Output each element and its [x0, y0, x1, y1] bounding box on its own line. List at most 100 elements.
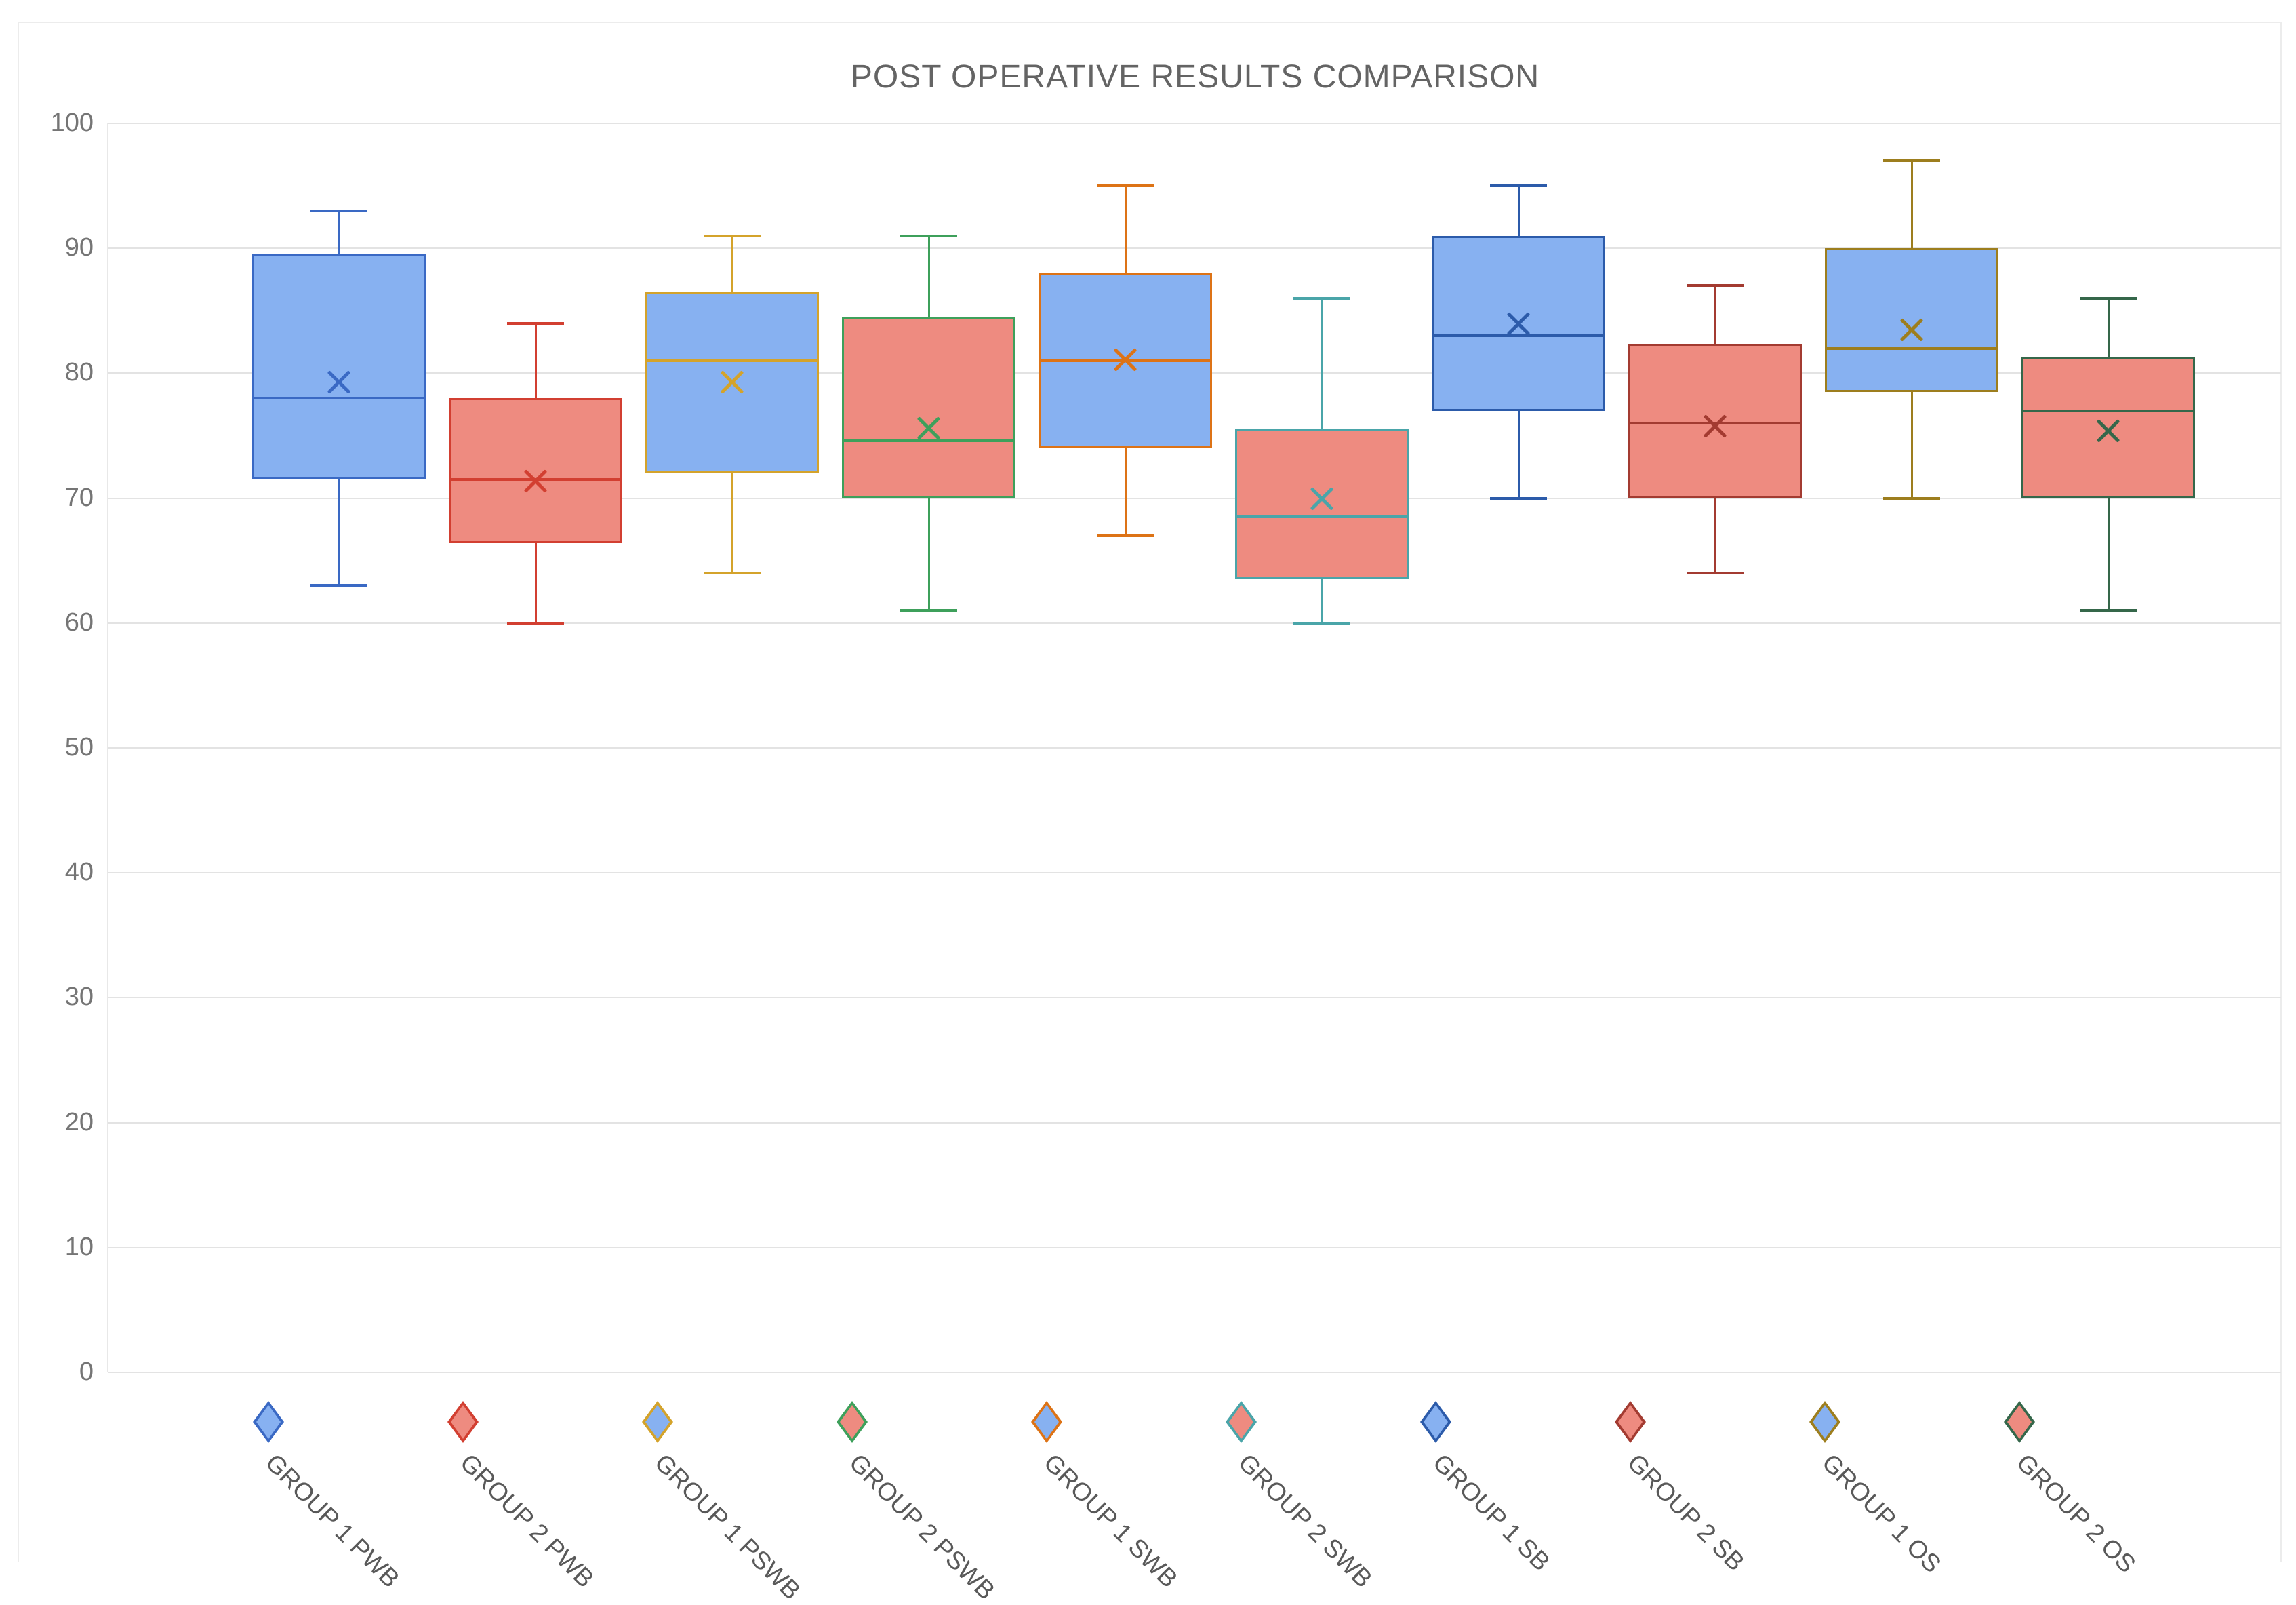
- max-whisker-cap: [1490, 184, 1547, 188]
- min-whisker-cap: [704, 572, 761, 575]
- y-tick-label-0: 0: [79, 1358, 94, 1386]
- gridline-20: [108, 1122, 2281, 1124]
- iqr-box[interactable]: [449, 398, 622, 543]
- min-whisker-cap: [2080, 609, 2137, 612]
- max-whisker-cap: [1687, 284, 1744, 288]
- min-whisker-cap: [1687, 572, 1744, 575]
- legend-diamond-icon: [253, 1401, 284, 1443]
- legend-label: GROUP 2 OS: [2011, 1448, 2141, 1579]
- gridline-90: [108, 247, 2281, 250]
- legend-diamond-fill: [451, 1405, 475, 1439]
- iqr-box[interactable]: [252, 254, 426, 479]
- legend-label: GROUP 2 SWB: [1233, 1448, 1378, 1593]
- y-tick-label-100: 100: [50, 108, 94, 137]
- y-tick-label-20: 20: [64, 1107, 94, 1136]
- iqr-box[interactable]: [1235, 429, 1409, 580]
- legend-diamond-icon: [1226, 1401, 1257, 1443]
- legend-diamond-icon: [1420, 1401, 1451, 1443]
- min-whisker-cap: [900, 609, 957, 612]
- mean-x-marker: [716, 365, 748, 398]
- median-line: [1235, 515, 1409, 519]
- lower-whisker-stem: [1517, 410, 1520, 498]
- mean-x-marker: [1502, 307, 1535, 340]
- lower-whisker-stem: [731, 473, 733, 574]
- legend-diamond-fill: [840, 1405, 864, 1439]
- legend-diamond-icon: [1809, 1401, 1840, 1443]
- legend-label: GROUP 2 PSWB: [844, 1448, 1001, 1605]
- iqr-box[interactable]: [1628, 344, 1802, 498]
- legend-label: GROUP 1 SB: [1428, 1448, 1556, 1577]
- lower-whisker-stem: [534, 542, 537, 623]
- upper-whisker-stem: [2107, 298, 2110, 357]
- min-whisker-cap: [1883, 496, 1940, 500]
- lower-whisker-stem: [2107, 498, 2110, 611]
- mean-x-marker: [1306, 482, 1338, 515]
- mean-x-marker: [323, 365, 355, 398]
- iqr-box[interactable]: [1825, 248, 1998, 393]
- max-whisker-cap: [1293, 296, 1350, 300]
- y-tick-label-60: 60: [64, 608, 94, 637]
- max-whisker-cap: [1883, 159, 1940, 163]
- upper-whisker-stem: [1910, 161, 1913, 249]
- y-tick-label-90: 90: [64, 233, 94, 262]
- min-whisker-cap: [1490, 496, 1547, 500]
- y-tick-label-70: 70: [64, 483, 94, 512]
- gridline-60: [108, 622, 2281, 624]
- y-tick-label-40: 40: [64, 858, 94, 887]
- lower-whisker-stem: [1910, 392, 1913, 498]
- y-tick-label-50: 50: [64, 733, 94, 761]
- min-whisker-cap: [1293, 621, 1350, 625]
- upper-whisker-stem: [534, 323, 537, 399]
- legend-diamond-fill: [1618, 1405, 1643, 1439]
- median-line: [1825, 346, 1998, 350]
- median-line: [842, 439, 1015, 442]
- lower-whisker-stem: [1321, 579, 1323, 623]
- legend-diamond-icon: [1615, 1401, 1646, 1443]
- legend-diamond-fill: [1034, 1405, 1059, 1439]
- upper-whisker-stem: [1517, 186, 1520, 236]
- legend-diamond-fill: [645, 1405, 670, 1439]
- median-line: [645, 359, 819, 362]
- gridline-70: [108, 497, 2281, 499]
- gridline-40: [108, 872, 2281, 874]
- legend-diamond-icon: [1031, 1401, 1062, 1443]
- min-whisker-cap: [1097, 534, 1154, 537]
- lower-whisker-stem: [1124, 448, 1127, 536]
- upper-whisker-stem: [1124, 186, 1127, 274]
- legend-diamond-fill: [2007, 1405, 2032, 1439]
- legend-diamond-fill: [1229, 1405, 1253, 1439]
- median-line: [2021, 409, 2195, 412]
- max-whisker-cap: [310, 209, 367, 212]
- upper-whisker-stem: [731, 235, 733, 292]
- plot-area: 0 10 20 30 40 50 60 70 80 90 100: [51, 108, 2281, 1386]
- mean-x-marker: [1895, 313, 1928, 346]
- gridline-50: [108, 747, 2281, 749]
- max-whisker-cap: [704, 234, 761, 237]
- legend-label: GROUP 2 SB: [1622, 1448, 1750, 1577]
- chart-frame: POST OPERATIVE RESULTS COMPARISON 0 10 20 3…: [18, 22, 2282, 1605]
- lower-whisker-stem: [1714, 498, 1716, 574]
- max-whisker-cap: [900, 234, 957, 237]
- gridline-0: [108, 1372, 2281, 1373]
- max-whisker-cap: [1097, 184, 1154, 188]
- legend-diamond-icon: [642, 1401, 673, 1443]
- mean-x-marker: [519, 464, 552, 497]
- gridline-30: [108, 997, 2281, 999]
- min-whisker-cap: [507, 621, 564, 625]
- chart-title: POST OPERATIVE RESULTS COMPARISON: [850, 59, 1540, 95]
- mean-x-marker: [912, 412, 945, 444]
- gridline-10: [108, 1246, 2281, 1248]
- max-whisker-cap: [507, 321, 564, 325]
- upper-whisker-stem: [1321, 298, 1323, 430]
- legend-diamond-fill: [1813, 1405, 1837, 1439]
- gridline-100: [108, 123, 2281, 124]
- legend-diamond-icon: [447, 1401, 479, 1443]
- y-tick-label-30: 30: [64, 983, 94, 1012]
- legend-label: GROUP 1 SWB: [1039, 1448, 1184, 1593]
- median-line: [252, 397, 426, 400]
- legend-label: GROUP 1 PSWB: [649, 1448, 806, 1605]
- y-tick-label-80: 80: [64, 358, 94, 387]
- median-line: [1432, 334, 1605, 338]
- iqr-box[interactable]: [842, 317, 1015, 498]
- lower-whisker-stem: [338, 479, 340, 586]
